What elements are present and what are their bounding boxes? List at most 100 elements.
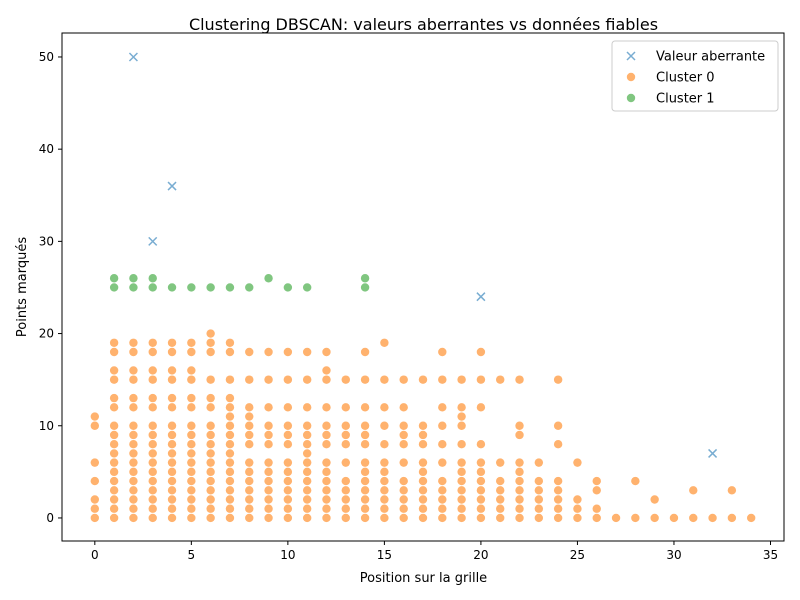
data-point: [225, 421, 235, 430]
data-point: [611, 513, 621, 523]
data-point: [302, 375, 312, 384]
data-point: [399, 375, 408, 384]
legend-marker-outlier: [626, 51, 636, 61]
data-point: [302, 486, 312, 495]
x-tick-label: 25: [570, 548, 585, 562]
data-point: [129, 467, 138, 477]
data-point: [264, 421, 273, 430]
data-point: [225, 403, 235, 412]
data-point: [148, 430, 157, 440]
data-point: [129, 338, 138, 347]
data-point: [109, 403, 119, 412]
data-point: [225, 338, 235, 347]
data-point: [302, 476, 312, 486]
data-point: [457, 504, 466, 513]
data-point: [438, 513, 447, 523]
data-point: [129, 449, 138, 458]
data-point: [476, 504, 486, 513]
data-point: [167, 403, 177, 412]
data-point: [206, 403, 215, 412]
data-point: [592, 513, 601, 523]
data-point: [148, 283, 157, 292]
data-point: [225, 495, 235, 504]
data-point: [360, 467, 370, 477]
data-point: [476, 439, 486, 449]
data-point: [553, 439, 563, 449]
legend-label: Valeur aberrante: [656, 50, 765, 65]
data-point: [573, 504, 582, 513]
data-point: [187, 403, 196, 412]
data-point: [129, 476, 138, 486]
data-point: [322, 430, 331, 440]
data-point: [225, 393, 235, 403]
data-point: [746, 513, 756, 523]
data-point: [264, 495, 273, 504]
data-point: [515, 430, 524, 440]
data-point: [90, 412, 100, 421]
data-point: [341, 439, 350, 449]
data-point: [264, 430, 273, 440]
data-point: [322, 467, 331, 477]
data-point: [418, 430, 428, 440]
data-point: [302, 283, 312, 292]
outlier-point: [167, 181, 177, 191]
data-point: [129, 430, 138, 440]
data-point: [109, 347, 119, 357]
data-point: [167, 513, 177, 523]
data-point: [283, 375, 293, 384]
y-tick-label: 50: [39, 50, 54, 64]
data-point: [187, 458, 196, 467]
data-point: [167, 338, 177, 347]
data-point: [225, 486, 235, 495]
data-point: [245, 495, 254, 504]
data-point: [167, 476, 177, 486]
data-point: [418, 476, 428, 486]
data-point: [90, 513, 100, 523]
data-point: [476, 403, 486, 412]
data-point: [167, 430, 177, 440]
data-point: [534, 513, 544, 523]
data-point: [283, 403, 293, 412]
legend-box: [611, 40, 779, 112]
data-point: [225, 476, 235, 486]
data-point: [245, 504, 254, 513]
data-point: [573, 513, 582, 523]
data-point: [438, 504, 447, 513]
data-point: [534, 486, 544, 495]
data-point: [148, 375, 157, 384]
data-point: [380, 375, 389, 384]
data-point: [129, 495, 138, 504]
data-point: [322, 458, 331, 467]
data-point: [264, 486, 273, 495]
data-point: [360, 486, 370, 495]
data-point: [206, 329, 215, 338]
x-tick-label: 15: [377, 548, 392, 562]
chart-title: Clustering DBSCAN: valeurs aberrantes vs…: [189, 15, 658, 34]
data-point: [418, 458, 428, 467]
data-point: [553, 486, 563, 495]
data-point: [129, 403, 138, 412]
data-point: [167, 366, 177, 375]
data-point: [302, 467, 312, 477]
data-point: [553, 504, 563, 513]
data-point: [206, 467, 215, 477]
data-point: [457, 439, 466, 449]
data-point: [341, 430, 350, 440]
data-point: [283, 486, 293, 495]
data-point: [553, 375, 563, 384]
data-point: [264, 513, 273, 523]
x-tick-label: 35: [763, 548, 778, 562]
data-point: [90, 504, 100, 513]
data-point: [283, 495, 293, 504]
data-point: [322, 439, 331, 449]
data-point: [669, 513, 679, 523]
data-point: [264, 476, 273, 486]
data-point: [187, 393, 196, 403]
legend-marker: [626, 72, 636, 82]
data-point: [206, 338, 215, 347]
data-point: [187, 486, 196, 495]
data-point: [418, 467, 428, 477]
data-point: [727, 513, 737, 523]
y-tick-label: 30: [39, 234, 54, 248]
data-point: [129, 274, 138, 283]
